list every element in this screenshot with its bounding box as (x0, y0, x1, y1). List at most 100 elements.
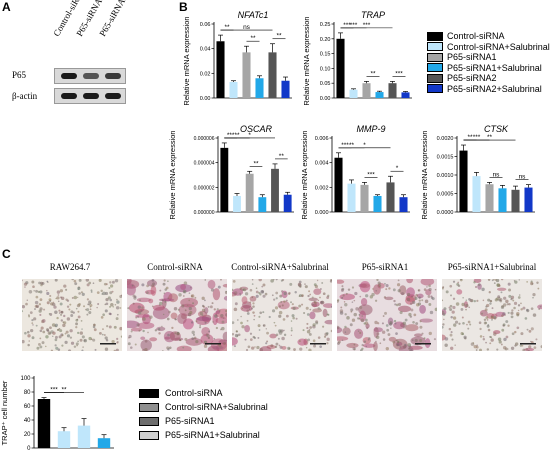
cell (367, 338, 370, 341)
cell (344, 331, 347, 333)
cell (353, 348, 356, 351)
bar (399, 197, 408, 212)
cell (353, 343, 356, 346)
cell (397, 302, 402, 306)
cell (63, 314, 66, 318)
cell (361, 315, 363, 317)
cell (283, 329, 285, 332)
cell (514, 330, 517, 334)
osteoclast-stain (360, 283, 370, 289)
cell (536, 281, 539, 284)
cell (57, 348, 61, 351)
micrograph-p65-salubrinal (442, 279, 542, 351)
cell (497, 337, 502, 341)
cell (68, 308, 71, 311)
cell (116, 313, 119, 316)
cell (304, 283, 306, 285)
cell (448, 327, 452, 331)
cell (104, 347, 109, 351)
cell (31, 280, 35, 284)
cell (236, 319, 239, 321)
cell (134, 343, 137, 346)
cell (259, 311, 263, 315)
cell (57, 300, 60, 303)
cell (28, 314, 30, 317)
cell (52, 301, 55, 304)
y-tick-label: 0.0010 (437, 173, 454, 179)
blot-band (83, 93, 99, 99)
cell (239, 294, 242, 296)
osteoclast-stain (414, 333, 423, 338)
cell (113, 325, 117, 329)
significance-label: * (396, 165, 399, 172)
cell (372, 288, 374, 290)
cell (280, 301, 283, 303)
cell (234, 302, 238, 306)
cell (190, 321, 194, 324)
cell (102, 328, 104, 331)
cell (311, 296, 314, 299)
cell (532, 296, 534, 299)
cell (483, 318, 487, 322)
cell (262, 311, 265, 314)
cell (270, 344, 274, 348)
cell (45, 345, 47, 348)
cell (255, 294, 259, 298)
cell (510, 315, 514, 319)
cell (344, 325, 347, 329)
cell (86, 313, 89, 316)
cell (308, 348, 312, 351)
cell (278, 314, 282, 318)
cell (376, 327, 378, 330)
cell (519, 344, 523, 347)
cell (431, 297, 435, 301)
cell (54, 279, 58, 282)
cell (144, 347, 148, 351)
cell (251, 307, 254, 310)
cell (161, 325, 163, 328)
cell (337, 325, 340, 330)
cell (68, 349, 72, 351)
cell (500, 279, 504, 281)
cell (376, 279, 379, 282)
cell (412, 321, 415, 324)
cell (258, 329, 261, 331)
cell (132, 294, 136, 298)
cell (510, 311, 514, 315)
cell (253, 318, 255, 321)
cell (70, 314, 74, 317)
cell (69, 336, 73, 339)
cell (408, 347, 411, 350)
micrograph-title: P65-siRNA1+Salubrinal (447, 262, 537, 272)
cell (402, 325, 406, 329)
cell (486, 348, 490, 351)
bar (233, 195, 241, 212)
cell (167, 297, 169, 299)
cell (109, 298, 113, 302)
cell (486, 319, 489, 321)
cell (22, 310, 24, 313)
y-tick-label: 0.0020 (437, 136, 454, 142)
cell (233, 307, 238, 312)
cell (281, 290, 284, 293)
cell (520, 308, 523, 311)
cell (390, 327, 392, 329)
cell (442, 313, 446, 316)
cell (31, 319, 34, 322)
cell (283, 300, 286, 303)
cell (162, 313, 165, 316)
cell (112, 306, 115, 308)
cell (79, 338, 83, 342)
cell (265, 342, 268, 345)
cell (469, 323, 472, 326)
cell (351, 286, 355, 289)
cell (251, 283, 254, 285)
cell (498, 284, 501, 287)
cell (508, 288, 512, 292)
cell (421, 332, 424, 335)
cell (375, 290, 378, 292)
blot-band (61, 73, 77, 79)
cell (292, 316, 295, 320)
cell (503, 337, 507, 342)
cell (478, 348, 482, 351)
